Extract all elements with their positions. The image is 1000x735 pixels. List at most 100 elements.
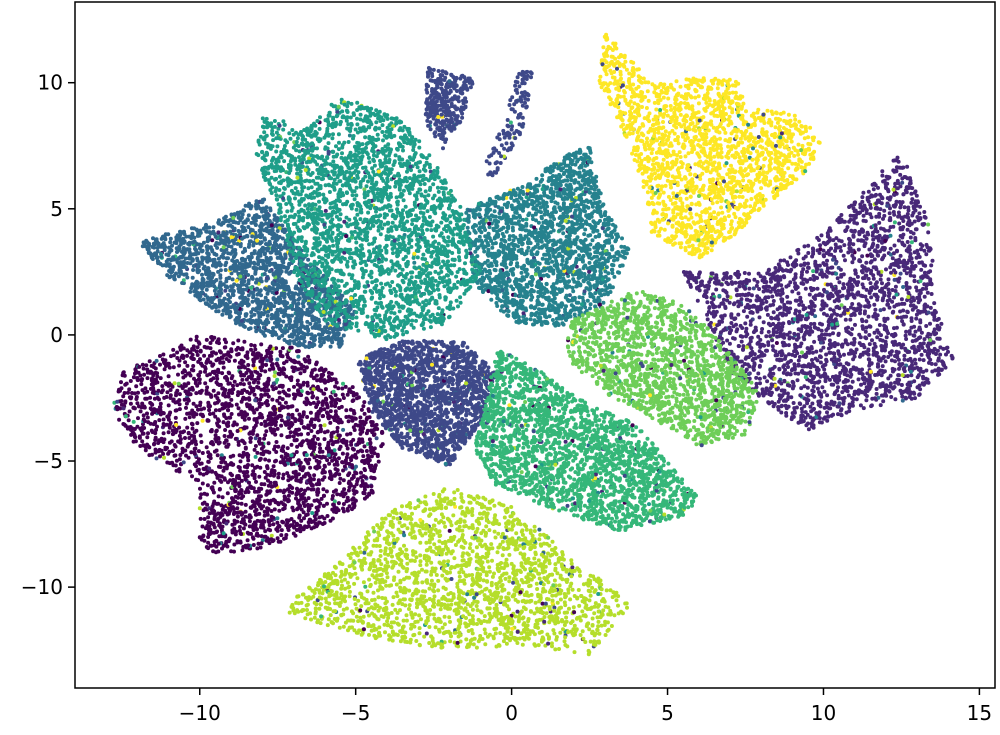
scatter-point [242,388,247,393]
scatter-point [919,247,923,252]
scatter-point [354,455,359,460]
scatter-point [160,357,165,362]
scatter-point [297,392,302,397]
scatter-point [852,312,857,317]
scatter-point [375,427,380,431]
scatter-point [250,472,255,477]
scatter-point [822,405,827,410]
scatter-point [810,361,815,366]
scatter-point [933,362,938,367]
scatter-point [244,489,249,494]
scatter-point [141,443,146,448]
scatter-point [340,386,345,391]
scatter-point [209,507,214,512]
scatter-point [249,505,254,510]
scatter-point [757,341,761,346]
scatter-point [311,387,316,392]
scatter-point [241,439,245,444]
scatter-point [278,349,283,354]
scatter-point [805,279,809,284]
scatter-point [296,432,301,437]
scatter-point [765,388,770,393]
scatter-point [282,361,286,366]
scatter-point [123,414,128,419]
scatter-point [821,416,826,421]
scatter-point [883,359,888,364]
scatter-point [253,454,258,459]
scatter-point [850,260,855,265]
scatter-point [882,208,887,213]
scatter-point [195,468,200,473]
scatter-point [914,285,919,290]
scatter-point [919,275,924,280]
scatter-point [331,489,336,494]
scatter-point [886,281,891,286]
scatter-point [246,543,251,548]
scatter-point [725,298,730,303]
scatter-point [799,329,804,334]
scatter-point [292,384,296,389]
scatter-point [367,491,372,496]
scatter-point [146,431,150,436]
scatter-point [906,295,911,299]
scatter-point [887,389,892,394]
scatter-point [354,482,359,487]
scatter-point [295,478,300,483]
scatter-point [255,433,260,438]
scatter-point [794,262,799,267]
scatter-point [353,498,357,503]
scatter-point [200,418,205,423]
scatter-point [829,265,834,270]
scatter-point [195,345,200,350]
scatter-point [831,257,835,262]
scatter-point [717,304,722,309]
scatter-point [885,203,890,208]
scatter-point [305,525,309,529]
scatter-point [335,439,340,444]
scatter-point [200,481,205,486]
scatter-point [241,382,246,387]
scatter-point [224,340,228,345]
scatter-point [206,450,211,455]
scatter-point [252,501,257,506]
scatter-point [860,367,864,372]
scatter-point [843,369,848,374]
scatter-point [370,467,375,472]
scatter-point [883,324,887,329]
scatter-point [748,298,753,303]
scatter-point [896,302,901,307]
scatter-point [923,304,928,309]
scatter-point [841,286,845,291]
scatter-point [358,415,363,420]
scatter-point [322,378,327,383]
scatter-point [748,310,753,315]
scatter-point [793,342,797,347]
scatter-point [267,367,272,372]
scatter-point [860,324,865,329]
scatter-point [216,541,221,546]
scatter-point [330,494,335,498]
scatter-point [349,483,353,488]
scatter-point [825,410,829,415]
scatter-point [825,258,829,263]
scatter-point [905,212,910,216]
scatter-point [768,334,773,339]
scatter-point [170,449,175,453]
scatter-point [329,431,334,436]
scatter-point [916,218,921,223]
scatter-point [217,341,221,346]
scatter-point [929,282,934,287]
scatter-point [150,370,154,375]
scatter-point [268,411,272,416]
scatter-point [752,361,757,366]
scatter-point [820,274,825,279]
scatter-point [799,299,804,304]
scatter-point [354,392,359,397]
scatter-point [912,219,917,224]
scatter-point [241,544,246,549]
scatter-point [312,473,317,478]
scatter-point [296,354,301,359]
scatter-point [878,308,883,313]
scatter-point [298,371,303,376]
scatter-point [318,408,323,413]
